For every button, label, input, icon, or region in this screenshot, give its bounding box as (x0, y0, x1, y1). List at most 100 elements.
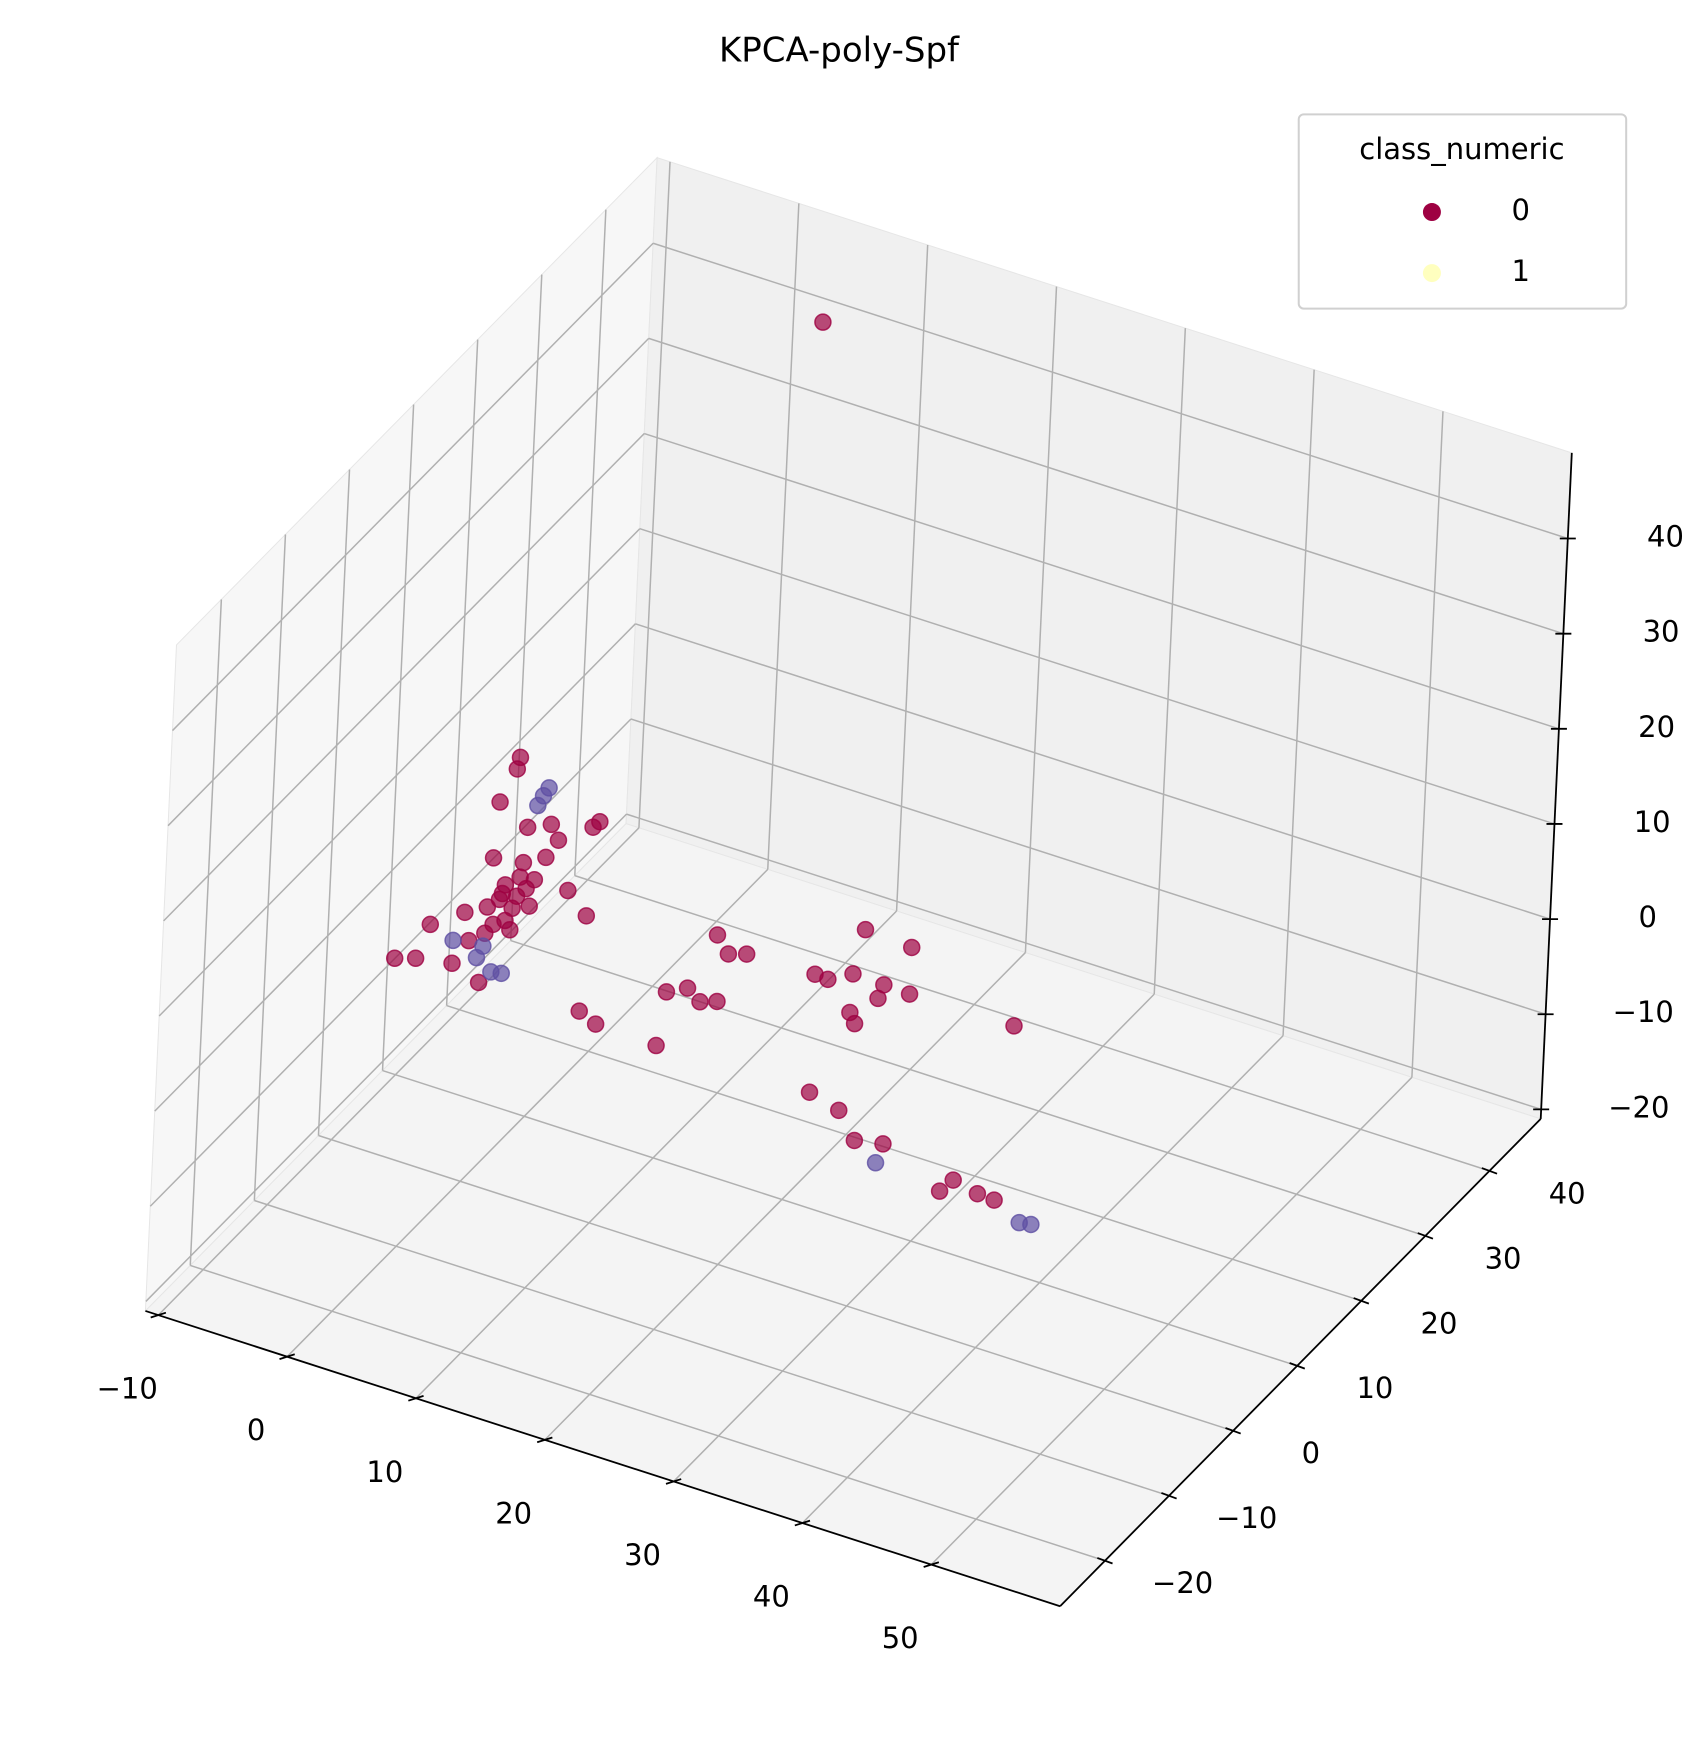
grid-line (446, 1004, 1362, 1302)
point (542, 815, 561, 834)
x-tick-label: 50 (882, 1621, 919, 1655)
y-tick-label: 10 (1356, 1371, 1393, 1405)
grid-line (157, 827, 640, 1316)
point (691, 993, 709, 1011)
point (511, 868, 529, 886)
grid-line (190, 1264, 1106, 1562)
grid-line (445, 339, 479, 1006)
point (484, 849, 503, 867)
point (444, 931, 462, 950)
point (456, 903, 474, 922)
z-tick-label: −10 (1613, 995, 1674, 1029)
grid-line (1282, 369, 1315, 1036)
legend-marker (1422, 203, 1441, 222)
y-tick-label: 40 (1549, 1176, 1586, 1210)
tick-mark (1353, 1297, 1370, 1305)
point (900, 985, 919, 1003)
x-tick-label: −10 (97, 1372, 158, 1406)
point (559, 881, 577, 900)
y-axis (1059, 1118, 1542, 1607)
point (492, 964, 510, 983)
point (385, 949, 404, 968)
grid-line (635, 623, 1551, 920)
point (529, 796, 547, 815)
point (514, 853, 533, 872)
point (469, 973, 488, 992)
point (874, 1135, 892, 1153)
grid-line (895, 244, 929, 912)
tick-mark (794, 1519, 811, 1527)
grid-line (626, 813, 1542, 1111)
point (520, 897, 538, 915)
point (869, 989, 887, 1008)
point (737, 945, 756, 963)
point (845, 1014, 864, 1033)
legend-box (1297, 113, 1628, 310)
tick-mark (1481, 1167, 1498, 1175)
y-tick-label: 20 (1421, 1306, 1458, 1340)
point (493, 884, 512, 903)
point (496, 911, 514, 930)
point (443, 954, 461, 973)
grid-line (167, 337, 650, 827)
tick-mark (1097, 1557, 1113, 1565)
grid-line (509, 274, 543, 941)
grid-line (544, 952, 1026, 1441)
point (968, 1184, 987, 1203)
grid-line (574, 209, 607, 876)
point (591, 812, 609, 831)
chart-title: KPCA-poly-Spf (719, 31, 960, 71)
grid-line (253, 534, 287, 1201)
point (678, 979, 697, 997)
grid-line (254, 1199, 1170, 1497)
x-tick-label: 20 (495, 1496, 532, 1530)
point (819, 970, 837, 989)
x-tick-label: 30 (624, 1538, 661, 1572)
legend-marker (1422, 264, 1441, 283)
grid-line (163, 433, 645, 922)
point (421, 915, 440, 934)
point (518, 818, 537, 837)
grid-line (638, 161, 671, 828)
grid-line (158, 528, 641, 1017)
point (586, 1015, 605, 1033)
point (844, 965, 862, 983)
point (657, 983, 676, 1001)
point (1022, 1215, 1040, 1234)
tick-mark (1225, 1427, 1242, 1435)
grid-line (767, 203, 800, 870)
grid-line (171, 242, 654, 732)
tick-mark (536, 1436, 553, 1444)
grid-line (639, 527, 1555, 825)
grid-line (145, 813, 628, 1302)
tick-mark (923, 1561, 940, 1568)
grid-line (1411, 411, 1444, 1078)
grid-line (1153, 328, 1187, 995)
z-axis (1539, 452, 1573, 1119)
y-tick-label: 30 (1485, 1241, 1522, 1275)
point (537, 848, 555, 867)
tick-mark (1289, 1362, 1306, 1370)
point (708, 992, 726, 1011)
grid-line (318, 1134, 1234, 1432)
grid-line (648, 337, 1564, 635)
point (930, 1182, 949, 1200)
y-tick-label: −20 (1152, 1566, 1213, 1600)
tick-mark (1161, 1492, 1177, 1500)
grid-line (930, 1076, 1413, 1566)
point (719, 945, 738, 963)
tick-mark (150, 1311, 167, 1319)
legend-label: 0 (1512, 193, 1530, 227)
point (866, 1154, 885, 1172)
grid-line (189, 599, 223, 1266)
z-tick-label: 40 (1647, 520, 1684, 554)
point (944, 1171, 962, 1189)
grid-line (382, 1069, 1298, 1367)
z-tick-label: 20 (1638, 710, 1675, 744)
point (708, 926, 727, 944)
grid-line (154, 623, 636, 1112)
grid-line (652, 242, 1569, 540)
y-tick-label: −10 (1216, 1501, 1277, 1535)
grid-line (1024, 286, 1058, 953)
